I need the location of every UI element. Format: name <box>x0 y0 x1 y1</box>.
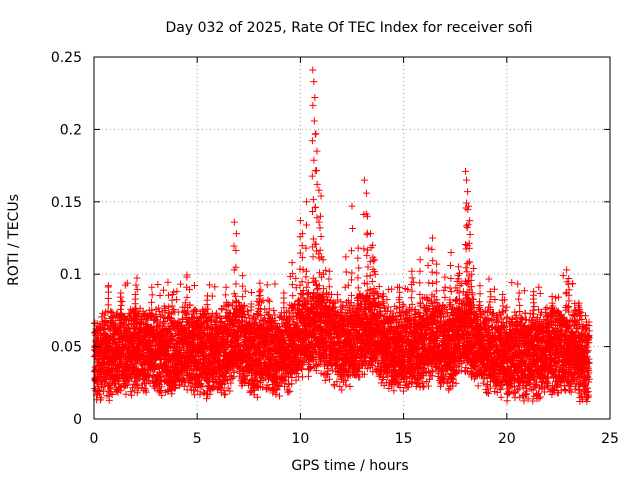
data-point <box>264 296 272 304</box>
data-point <box>177 280 185 288</box>
data-point <box>124 381 132 389</box>
data-point <box>109 336 117 344</box>
data-point <box>133 389 141 397</box>
data-point <box>117 387 125 395</box>
data-point <box>131 324 139 332</box>
data-point <box>304 372 312 380</box>
data-point <box>116 383 124 391</box>
data-point <box>154 281 162 289</box>
data-point <box>164 291 172 299</box>
data-point <box>127 328 135 336</box>
data-point <box>388 285 396 293</box>
data-point <box>256 279 264 287</box>
data-point <box>132 281 140 289</box>
chart-title: Day 032 of 2025, Rate Of TEC Index for r… <box>165 20 532 36</box>
data-point <box>107 384 115 392</box>
data-point <box>102 317 110 325</box>
data-point <box>123 279 131 287</box>
data-point <box>108 308 116 316</box>
data-point <box>135 384 143 392</box>
data-point <box>133 274 141 282</box>
data-point <box>270 307 278 315</box>
data-point <box>266 297 274 305</box>
data-point <box>101 311 109 319</box>
data-point <box>271 280 279 288</box>
data-point <box>302 273 310 281</box>
data-point <box>221 390 229 398</box>
data-point <box>127 388 135 396</box>
data-point <box>105 396 113 404</box>
data-point <box>190 282 198 290</box>
data-point <box>96 390 104 398</box>
data-point <box>299 373 307 381</box>
data-points <box>90 66 593 406</box>
data-point <box>348 276 356 284</box>
data-point <box>338 386 346 394</box>
data-point <box>128 391 136 399</box>
data-point <box>346 382 354 390</box>
data-point <box>97 394 105 402</box>
data-point <box>173 296 181 304</box>
data-point <box>160 286 168 294</box>
data-point <box>173 287 181 295</box>
data-point <box>263 281 271 289</box>
data-point <box>122 390 130 398</box>
data-point <box>257 286 265 294</box>
data-point <box>256 291 264 299</box>
data-point <box>133 286 141 294</box>
data-point <box>276 392 284 400</box>
data-point <box>259 297 267 305</box>
data-point <box>118 358 126 366</box>
data-point <box>247 288 255 296</box>
data-point <box>106 385 114 393</box>
data-point <box>156 292 164 300</box>
data-point <box>164 278 172 286</box>
data-point <box>304 279 312 287</box>
data-point <box>131 364 139 372</box>
data-point <box>303 283 311 291</box>
data-point <box>108 391 116 399</box>
